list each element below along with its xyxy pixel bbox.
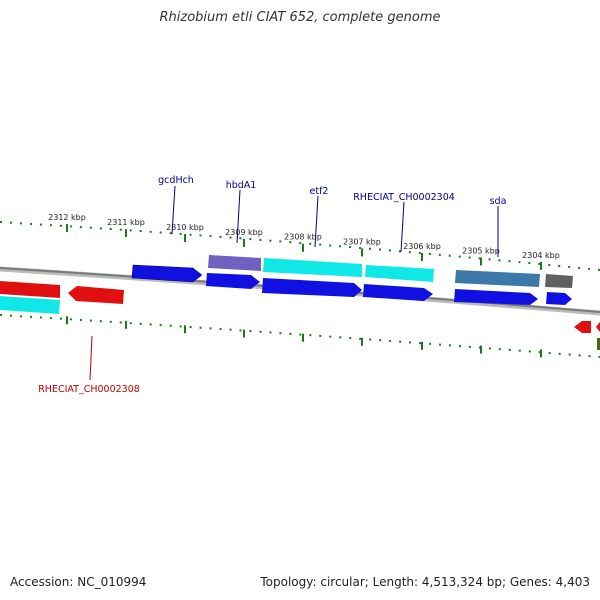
gene-reverse-left[interactable] xyxy=(0,281,60,298)
inner-tick-ring xyxy=(0,314,600,358)
gene-sda-arrow[interactable] xyxy=(454,289,538,305)
gene-RHECIAT_CH0002308[interactable] xyxy=(68,286,124,304)
gene-small-right[interactable] xyxy=(546,292,572,305)
gene-label-hbdA1[interactable]: hbdA1 xyxy=(226,180,257,191)
tick-label: 2309 kbp xyxy=(225,228,263,237)
gene-RHECIAT_CH0002304-arrow[interactable] xyxy=(363,284,433,301)
gene-grey-feature[interactable] xyxy=(545,274,573,288)
gene-cds-left-inner[interactable] xyxy=(0,296,60,314)
gene-label-RHECIAT_CH0002304[interactable]: RHECIAT_CH0002304 xyxy=(353,192,455,203)
gene-RHECIAT_CH0002304-cds[interactable] xyxy=(365,265,434,282)
gene-label-sda[interactable]: sda xyxy=(490,196,507,207)
gene-sda[interactable] xyxy=(455,270,540,287)
gene-hbdA1-arrow[interactable] xyxy=(206,273,260,289)
accession-text: Accession: NC_010994 xyxy=(10,575,147,589)
tick-label: 2310 kbp xyxy=(166,223,204,232)
gene-label-gcdHch[interactable]: gcdHch xyxy=(158,175,194,186)
gene-label-etf2[interactable]: etf2 xyxy=(310,186,329,197)
tick-label: 2306 kbp xyxy=(403,242,441,251)
tick-label: 2308 kbp xyxy=(284,233,322,242)
gene-etf2-arrow[interactable] xyxy=(262,278,362,297)
gene-etf2-cds[interactable] xyxy=(263,258,362,277)
gene-label-RHECIAT_CH0002308[interactable]: RHECIAT_CH0002308 xyxy=(38,384,140,395)
tick-label: 2304 kbp xyxy=(522,251,560,260)
tick-label: 2312 kbp xyxy=(48,213,86,222)
major-ticks-inner xyxy=(66,316,542,358)
gene-reverse-right[interactable] xyxy=(574,321,591,333)
topology-text: Topology: circular; Length: 4,513,324 bp… xyxy=(260,575,590,589)
gene-hbdA1[interactable] xyxy=(208,255,261,271)
tick-labels: 2312 kbp 2311 kbp 2310 kbp 2309 kbp 2308 kbp… xyxy=(48,213,560,260)
gene-gcdHch[interactable] xyxy=(131,264,203,283)
tick-label: 2305 kbp xyxy=(462,246,500,255)
gene-reverse-right-edge[interactable] xyxy=(596,322,600,332)
major-ticks-outer xyxy=(66,223,542,270)
tick-label: 2311 kbp xyxy=(107,218,145,227)
outer-tick-ring xyxy=(0,221,600,271)
tick-edge-marker xyxy=(597,338,600,350)
map-title: Rhizobium etli CIAT 652, complete genome xyxy=(159,10,441,25)
tick-label: 2307 kbp xyxy=(343,237,381,246)
